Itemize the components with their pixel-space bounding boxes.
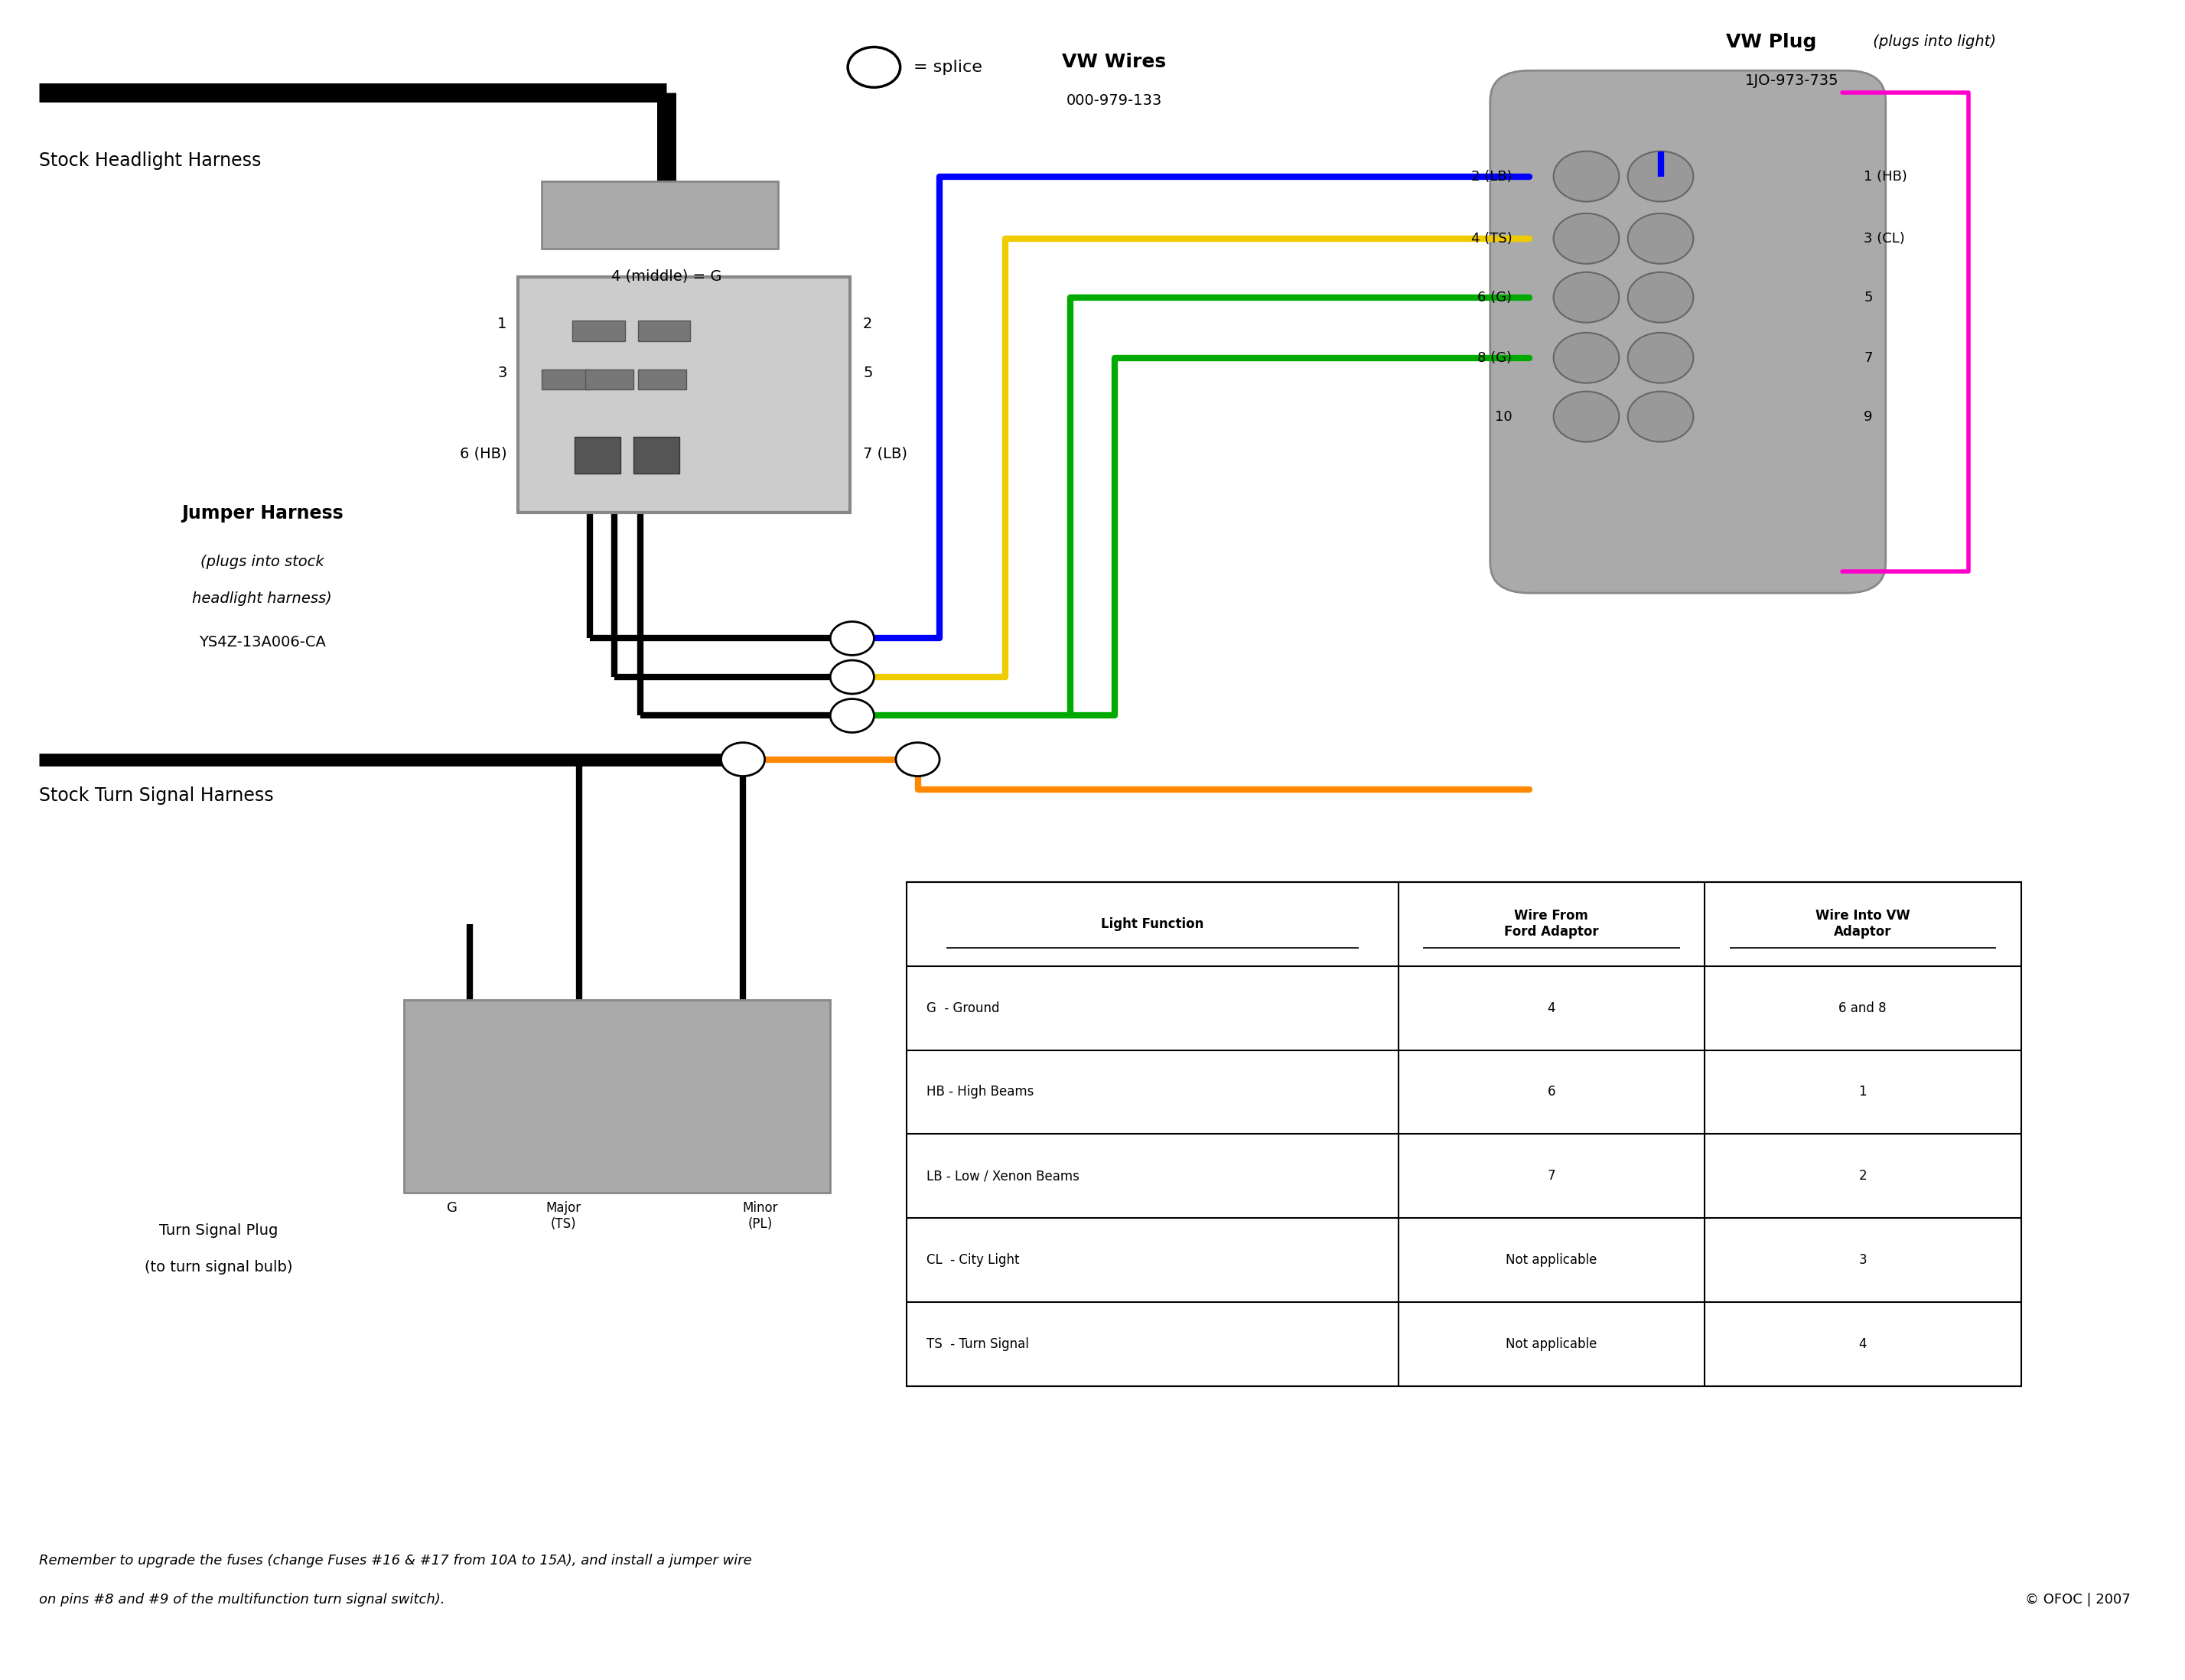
Text: TS  - Turn Signal: TS - Turn Signal [926,1337,1029,1351]
Text: YS4Z-13A006-CA: YS4Z-13A006-CA [199,635,326,650]
Circle shape [1628,272,1693,323]
Bar [634,437,680,474]
Circle shape [830,660,874,694]
Circle shape [1628,151,1693,202]
Bar [638,321,690,341]
Text: 1: 1 [1859,1085,1866,1099]
Circle shape [830,699,874,732]
Circle shape [1554,272,1619,323]
Text: 7 (LB): 7 (LB) [863,447,907,460]
Text: 6 and 8: 6 and 8 [1840,1001,1886,1015]
Circle shape [1554,333,1619,383]
Text: 4: 4 [1859,1337,1866,1351]
Text: (plugs into stock: (plugs into stock [201,554,323,570]
Text: CL  - City Light: CL - City Light [926,1253,1020,1267]
Circle shape [1628,391,1693,442]
Text: VW Wires: VW Wires [1062,54,1167,71]
Text: Major
(TS): Major (TS) [546,1201,581,1231]
Text: 4 (middle) = G: 4 (middle) = G [612,269,721,284]
Text: on pins #8 and #9 of the multifunction turn signal switch).: on pins #8 and #9 of the multifunction t… [39,1593,446,1606]
Text: G: G [448,1201,457,1215]
Text: (to turn signal bulb): (to turn signal bulb) [144,1260,293,1275]
Bar [572,321,625,341]
Text: HB - High Beams: HB - High Beams [926,1085,1034,1099]
Text: 6: 6 [1547,1085,1556,1099]
Text: 2: 2 [1859,1169,1866,1183]
Bar [638,370,686,390]
Text: 000-979-133: 000-979-133 [1066,94,1162,108]
Bar [586,370,634,390]
Text: 7: 7 [1864,351,1873,365]
Text: 7: 7 [1547,1169,1556,1183]
Text: G  - Ground: G - Ground [926,1001,999,1015]
Circle shape [721,743,765,776]
Bar [542,181,778,249]
Bar [542,370,590,390]
Text: Turn Signal Plug: Turn Signal Plug [160,1223,277,1238]
Circle shape [848,47,900,87]
Text: Jumper Harness: Jumper Harness [181,504,343,522]
Circle shape [896,743,940,776]
Text: Stock Headlight Harness: Stock Headlight Harness [39,151,262,170]
Text: 1 (HB): 1 (HB) [1864,170,1908,183]
Text: 3 (CL): 3 (CL) [1864,232,1905,245]
Bar [404,1000,830,1193]
Text: 9: 9 [1864,410,1873,423]
Text: Minor
(PL): Minor (PL) [743,1201,778,1231]
Text: 5: 5 [863,366,872,380]
Circle shape [1554,391,1619,442]
Circle shape [1628,333,1693,383]
Text: 3: 3 [498,366,507,380]
Text: 2 (LB): 2 (LB) [1471,170,1512,183]
Circle shape [830,622,874,655]
Text: 5: 5 [1864,291,1873,304]
Bar [575,437,621,474]
Text: 10: 10 [1495,410,1512,423]
Text: Light Function: Light Function [1101,917,1204,931]
Text: 4 (TS): 4 (TS) [1471,232,1512,245]
Text: 2: 2 [863,318,872,331]
Bar [518,277,850,512]
Text: (plugs into light): (plugs into light) [1868,35,1995,49]
Text: Stock Turn Signal Harness: Stock Turn Signal Harness [39,786,273,805]
Text: © OFOC | 2007: © OFOC | 2007 [2025,1593,2130,1606]
FancyBboxPatch shape [1490,71,1886,593]
Text: 1JO-973-735: 1JO-973-735 [1746,74,1838,87]
Bar [907,882,2021,1386]
Text: 4: 4 [1547,1001,1556,1015]
Text: 6 (HB): 6 (HB) [459,447,507,460]
Circle shape [1628,213,1693,264]
Circle shape [1554,213,1619,264]
Text: 8 (G): 8 (G) [1477,351,1512,365]
Circle shape [1554,151,1619,202]
Text: 1: 1 [498,318,507,331]
Text: Remember to upgrade the fuses (change Fuses #16 & #17 from 10A to 15A), and inst: Remember to upgrade the fuses (change Fu… [39,1554,752,1567]
Text: Not applicable: Not applicable [1505,1337,1597,1351]
Text: Wire From
Ford Adaptor: Wire From Ford Adaptor [1503,909,1599,939]
Text: LB - Low / Xenon Beams: LB - Low / Xenon Beams [926,1169,1079,1183]
Text: VW Plug: VW Plug [1726,34,1816,50]
Text: 3: 3 [1859,1253,1866,1267]
Text: = splice: = splice [913,59,981,76]
Text: headlight harness): headlight harness) [192,591,332,606]
Text: Not applicable: Not applicable [1505,1253,1597,1267]
Text: 6 (G): 6 (G) [1477,291,1512,304]
Text: Wire Into VW
Adaptor: Wire Into VW Adaptor [1816,909,1910,939]
